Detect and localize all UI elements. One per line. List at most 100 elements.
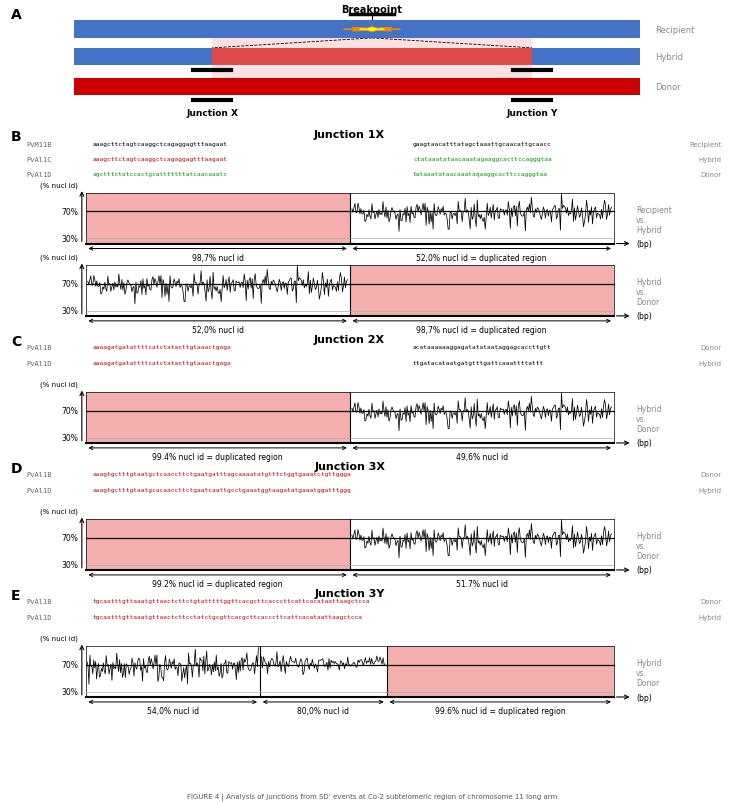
Text: 99.6% nucl id = duplicated region: 99.6% nucl id = duplicated region <box>435 707 565 715</box>
Bar <box>74 49 212 67</box>
Text: Hybrid: Hybrid <box>699 487 722 493</box>
Text: 99.2% nucl id = duplicated region: 99.2% nucl id = duplicated region <box>153 580 283 589</box>
Bar <box>74 22 640 39</box>
Text: 70%: 70% <box>61 208 78 217</box>
Text: PvAl1D: PvAl1D <box>26 487 51 493</box>
Text: tgcaatttgttaaatgttaactcttctgtatttttggttcacgcttcacccttcattcacataattaagctcca: tgcaatttgttaaatgttaactcttctgtatttttggttc… <box>93 598 371 603</box>
Text: 30%: 30% <box>61 307 78 316</box>
Bar <box>212 49 532 67</box>
Bar <box>86 194 350 244</box>
Text: tataaatataacaaataqaaggcacttccagggtaa: tataaatataacaaataqaaggcacttccagggtaa <box>413 172 548 177</box>
Text: (% nucl id): (% nucl id) <box>40 381 78 388</box>
Text: aaaagatgatattttcatctatacttgtaaactgaga: aaaagatgatattttcatctatacttgtaaactgaga <box>93 361 231 365</box>
Text: 98,7% nucl id = duplicated region: 98,7% nucl id = duplicated region <box>417 326 547 335</box>
Text: (% nucl id): (% nucl id) <box>40 635 78 642</box>
Text: Recipient: Recipient <box>636 206 672 214</box>
Text: Donor: Donor <box>701 471 722 477</box>
Text: PvAl1D: PvAl1D <box>26 613 51 620</box>
Text: tgcaatttgttaaatgttaactcttcctatctgcgttcacgcttcacccttcattcacataattaagctcca: tgcaatttgttaaatgttaactcttcctatctgcgttcac… <box>93 614 363 619</box>
Text: Recipient: Recipient <box>655 26 694 35</box>
Text: PvAl1B: PvAl1B <box>26 471 51 477</box>
Text: 70%: 70% <box>61 534 78 543</box>
Text: E: E <box>11 588 21 602</box>
Text: PvAl1D: PvAl1D <box>26 172 51 177</box>
Text: 30%: 30% <box>61 234 78 243</box>
Text: 70%: 70% <box>61 661 78 670</box>
Text: vs.: vs. <box>636 215 647 225</box>
Text: Hybrid: Hybrid <box>655 53 683 62</box>
Text: Hybrid: Hybrid <box>636 405 661 414</box>
Text: 70%: 70% <box>61 407 78 416</box>
Text: (bp): (bp) <box>636 566 652 575</box>
Text: 52,0% nucl id: 52,0% nucl id <box>192 326 243 335</box>
Text: Donor: Donor <box>701 172 722 177</box>
Text: gaagtaacatttatagctaaattgcaacattgcaacc: gaagtaacatttatagctaaattgcaacattgcaacc <box>413 142 551 147</box>
Text: 30%: 30% <box>61 560 78 569</box>
Text: 54,0% nucl id: 54,0% nucl id <box>147 707 199 715</box>
Text: aaagcttctagtcaaggctcagaggagtttaagaat: aaagcttctagtcaaggctcagaggagtttaagaat <box>93 157 228 162</box>
Bar <box>532 49 640 67</box>
Text: Hybrid: Hybrid <box>699 613 722 620</box>
Text: agctttctatccactgcatttttttatcaacaaatc: agctttctatccactgcatttttttatcaacaaatc <box>93 172 228 177</box>
Text: Hybrid: Hybrid <box>636 658 661 667</box>
Text: vs.: vs. <box>636 414 647 424</box>
Text: Donor: Donor <box>636 298 659 307</box>
Text: Hybrid: Hybrid <box>636 278 661 287</box>
Text: Donor: Donor <box>636 425 659 434</box>
Bar <box>86 520 350 570</box>
Text: PvAl1C: PvAl1C <box>26 157 51 163</box>
Text: Junction 2X: Junction 2X <box>314 334 385 344</box>
Text: PvAl1D: PvAl1D <box>26 360 51 366</box>
Text: Junction Y: Junction Y <box>506 108 558 117</box>
Text: PvM11B: PvM11B <box>26 141 51 148</box>
Text: aaagtgctttgtaatgctcaaccttctgaatgatttagcaaaatatgtttctggtgaaatctgttggga: aaagtgctttgtaatgctcaaccttctgaatgatttagca… <box>93 471 352 476</box>
Text: (% nucl id): (% nucl id) <box>40 508 78 515</box>
Bar <box>387 646 614 697</box>
Text: Junction 3X: Junction 3X <box>314 461 385 471</box>
Polygon shape <box>344 27 400 33</box>
Text: Hybrid: Hybrid <box>699 360 722 366</box>
Text: (bp): (bp) <box>636 240 652 249</box>
Text: Junction 3Y: Junction 3Y <box>315 588 385 598</box>
Bar <box>86 393 350 443</box>
Text: aaagtgctttgtaatgcacaaccttctgaatcaattgcctgaaatggtaagatatgaaatggatttggg: aaagtgctttgtaatgcacaaccttctgaatcaattgcct… <box>93 487 352 492</box>
Text: Donor: Donor <box>701 344 722 350</box>
Text: 30%: 30% <box>61 687 78 696</box>
Text: Donor: Donor <box>636 552 659 560</box>
Text: Breakpoint: Breakpoint <box>341 6 403 15</box>
Text: aaaagatgatattttcatctatacttgtaaactgaga: aaaagatgatattttcatctatacttgtaaactgaga <box>93 344 231 349</box>
Text: Recipient: Recipient <box>689 141 722 148</box>
Text: vs.: vs. <box>636 287 647 297</box>
Text: acataaaaaaggagatatataataggagcaccttgtt: acataaaaaaggagatatataataggagcaccttgtt <box>413 344 551 349</box>
Text: (bp): (bp) <box>636 312 652 321</box>
Text: 98,7% nucl id: 98,7% nucl id <box>192 254 243 263</box>
Bar <box>350 266 614 316</box>
Text: Donor: Donor <box>636 679 659 687</box>
Text: Junction X: Junction X <box>186 108 238 117</box>
Text: 49,6% nucl id: 49,6% nucl id <box>455 453 508 462</box>
Text: 70%: 70% <box>61 280 78 289</box>
Text: B: B <box>11 129 22 144</box>
Text: 99.4% nucl id = duplicated region: 99.4% nucl id = duplicated region <box>153 453 283 462</box>
Text: (% nucl id): (% nucl id) <box>40 182 78 189</box>
Text: ctataaatataacaaatagaaggcacttccagggtaa: ctataaatataacaaatagaaggcacttccagggtaa <box>413 157 551 162</box>
Text: Junction 1X: Junction 1X <box>314 129 385 140</box>
Text: C: C <box>11 334 22 349</box>
Text: Hybrid: Hybrid <box>636 532 661 540</box>
Text: (bp): (bp) <box>636 439 652 448</box>
Text: Donor: Donor <box>701 598 722 604</box>
Text: ttgatacataatgatgtttgattcaaattttattt: ttgatacataatgatgtttgattcaaattttattt <box>413 361 544 365</box>
Text: Donor: Donor <box>655 83 680 92</box>
Text: PvAl1B: PvAl1B <box>26 344 51 350</box>
Text: Hybrid: Hybrid <box>636 226 661 234</box>
Text: vs.: vs. <box>636 668 647 678</box>
Bar <box>74 79 640 96</box>
Text: 52,0% nucl id = duplicated region: 52,0% nucl id = duplicated region <box>417 254 547 263</box>
Polygon shape <box>212 39 532 79</box>
Bar <box>212 49 532 67</box>
Text: aaagcttctagtcaaggctcagaggagtttaagaat: aaagcttctagtcaaggctcagaggagtttaagaat <box>93 142 228 147</box>
Text: vs.: vs. <box>636 541 647 551</box>
Text: 30%: 30% <box>61 434 78 442</box>
Text: Hybrid: Hybrid <box>699 157 722 163</box>
Text: D: D <box>11 461 22 475</box>
